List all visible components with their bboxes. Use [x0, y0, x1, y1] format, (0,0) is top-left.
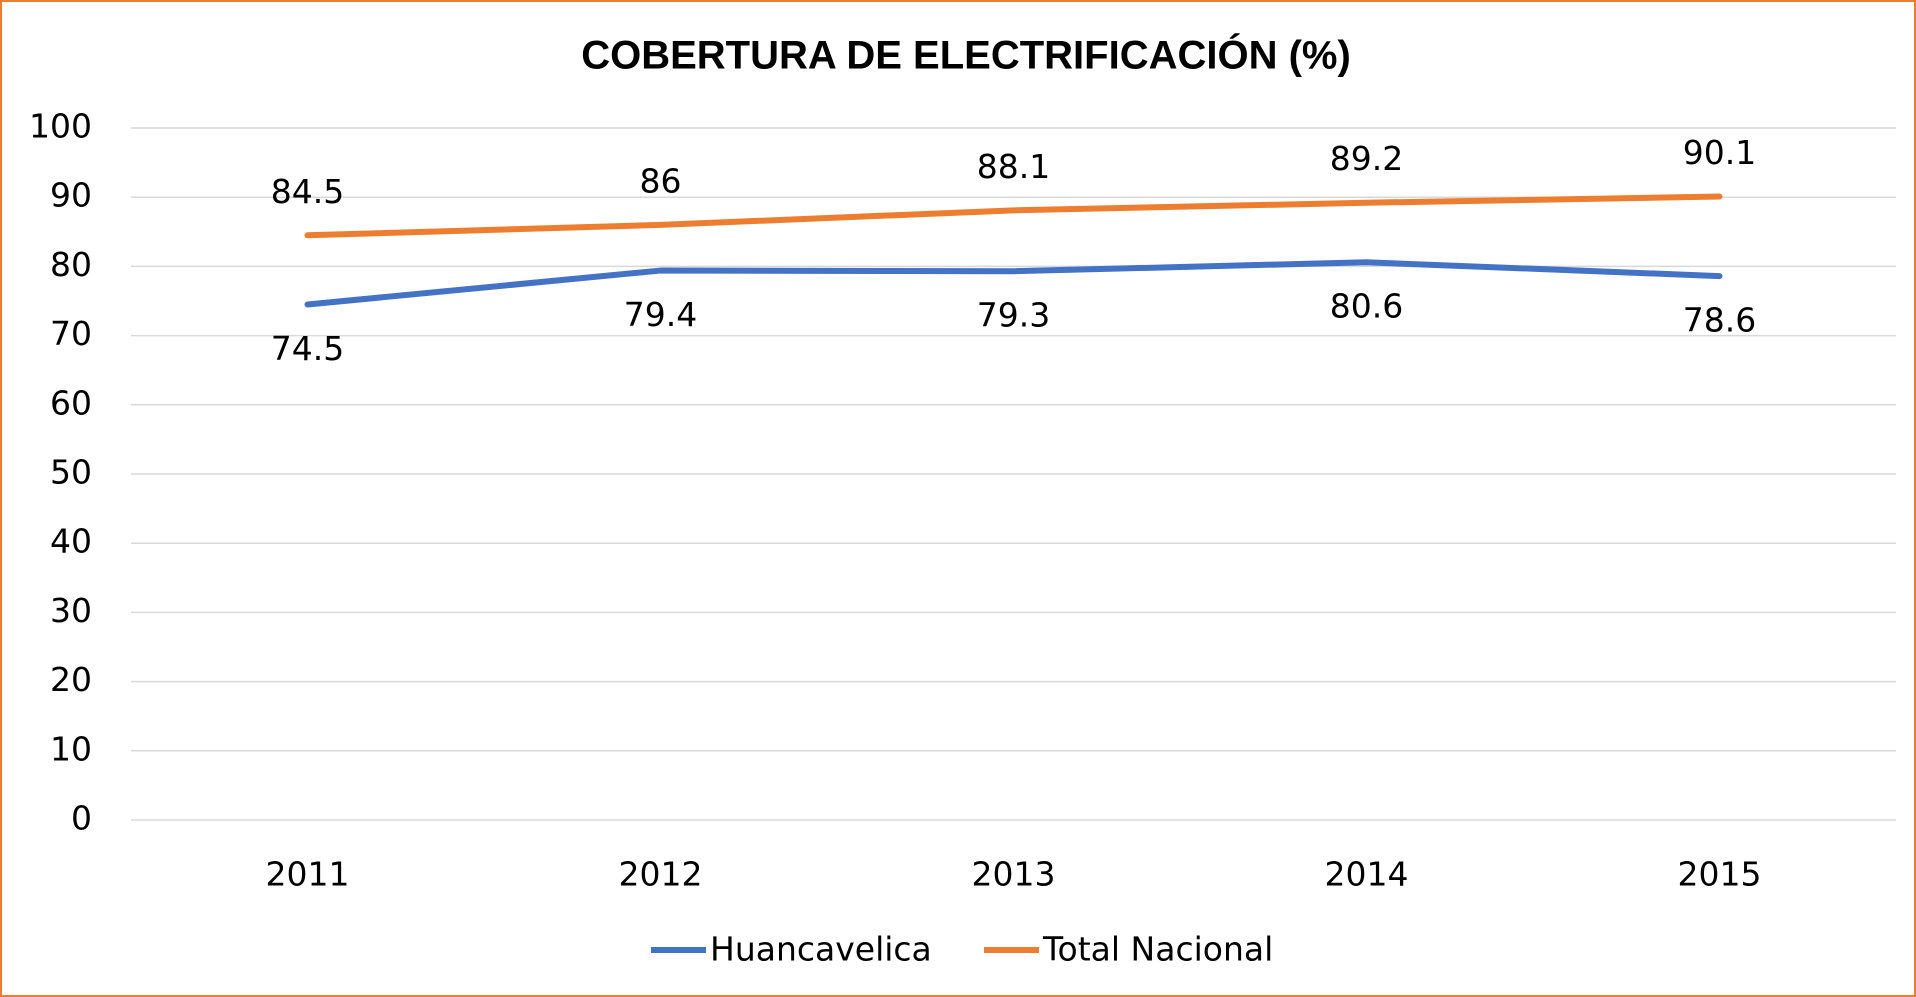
data-label: 80.6 — [1330, 287, 1403, 326]
series-line — [304, 193, 1723, 239]
data-label: 78.6 — [1683, 301, 1756, 340]
y-tick-label: 20 — [50, 660, 92, 699]
data-label: 79.4 — [624, 295, 697, 334]
y-tick-label: 50 — [50, 453, 92, 492]
data-label: 90.1 — [1683, 133, 1756, 172]
series-line — [304, 259, 1723, 308]
y-tick-label: 80 — [50, 245, 92, 284]
y-tick-label: 30 — [50, 591, 92, 630]
data-label: 88.1 — [977, 147, 1050, 186]
y-tick-label: 60 — [50, 383, 92, 422]
x-tick-label: 2013 — [972, 855, 1056, 894]
x-tick-label: 2014 — [1325, 855, 1409, 894]
data-label: 86 — [640, 161, 682, 200]
y-tick-label: 0 — [71, 799, 92, 838]
data-label: 74.5 — [271, 329, 344, 368]
legend-label: Huancavelica — [710, 930, 932, 969]
x-tick-label: 2015 — [1678, 855, 1762, 894]
legend-label: Total Nacional — [1042, 930, 1273, 969]
y-tick-label: 10 — [50, 729, 92, 768]
y-tick-label: 100 — [29, 107, 92, 146]
chart-title: COBERTURA DE ELECTRIFICACIÓN (%) — [581, 32, 1351, 78]
data-label: 84.5 — [271, 172, 344, 211]
y-tick-label: 90 — [50, 176, 92, 215]
data-label: 79.3 — [977, 296, 1050, 335]
y-tick-label: 70 — [50, 314, 92, 353]
x-tick-label: 2011 — [266, 855, 350, 894]
y-tick-label: 40 — [50, 522, 92, 561]
x-tick-label: 2012 — [619, 855, 703, 894]
data-label: 89.2 — [1330, 139, 1403, 178]
